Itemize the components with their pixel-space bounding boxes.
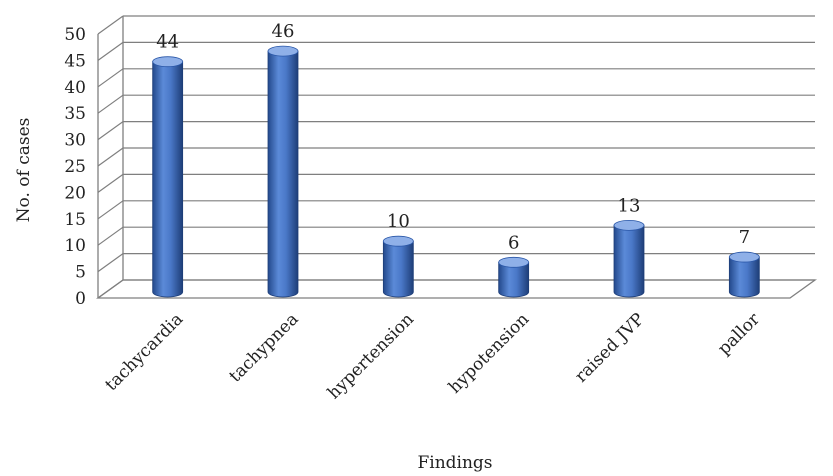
data-labels: 44 46 10 6 13 7	[156, 21, 750, 253]
bar	[152, 56, 184, 298]
x-axis-categories: tachycardia tachypnea hypertension hypotens…	[101, 309, 764, 404]
bar	[728, 251, 760, 298]
x-tick-label: tachycardia	[101, 309, 187, 395]
bars	[152, 45, 760, 298]
bar-body	[382, 240, 414, 298]
y-tick-label: 45	[64, 51, 86, 71]
gridline-side	[97, 253, 124, 273]
bar-body	[728, 256, 760, 298]
bar	[267, 45, 299, 298]
y-tick-label: 0	[75, 289, 86, 309]
bar-top	[613, 219, 645, 231]
y-tick-label: 50	[64, 25, 86, 45]
data-label: 13	[618, 195, 641, 216]
data-label: 44	[156, 32, 179, 53]
x-tick-label: tachypnea	[225, 309, 302, 386]
bar	[382, 235, 414, 298]
bar-body	[498, 261, 530, 298]
y-tick-label: 10	[64, 236, 86, 256]
bar-body	[267, 50, 299, 298]
x-axis-title: Findings	[417, 453, 492, 473]
bar-top	[152, 56, 184, 68]
bar-top	[728, 251, 760, 263]
y-axis-ticks: 0 5 10 15 20 25 30 35 40 45 50	[64, 25, 86, 309]
x-tick-label: pallor	[714, 309, 764, 359]
gridlines	[95, 15, 818, 299]
bar	[613, 219, 645, 298]
y-tick-label: 25	[64, 157, 86, 177]
gridline-side	[97, 15, 124, 35]
y-tick-label: 20	[64, 183, 86, 203]
data-label: 10	[387, 211, 410, 232]
y-tick-label: 40	[64, 78, 86, 98]
gridline-side	[97, 200, 124, 220]
y-tick-label: 35	[64, 104, 86, 124]
x-tick-label: hypotension	[445, 309, 533, 397]
bar-top	[267, 45, 299, 57]
y-tick-label: 15	[64, 210, 86, 230]
bar-body	[152, 61, 184, 298]
bar-body	[613, 224, 645, 298]
gridline-side	[97, 226, 124, 246]
bar	[498, 256, 530, 298]
gridline-side	[97, 41, 124, 61]
data-label: 46	[272, 21, 295, 42]
x-tick-label: hypertension	[324, 309, 418, 403]
x-tick-label: raised JVP	[571, 309, 648, 386]
bar-top	[498, 256, 530, 268]
y-axis-title: No. of cases	[14, 118, 34, 223]
gridline-side	[97, 147, 124, 167]
data-label: 6	[508, 232, 519, 253]
y-tick-label: 30	[64, 131, 86, 151]
gridline-side	[97, 121, 124, 141]
floor	[95, 279, 818, 299]
gridline-side	[97, 68, 124, 88]
y-tick-label: 5	[75, 263, 86, 283]
gridline-side	[97, 173, 124, 193]
gridline-side	[97, 94, 124, 114]
gridline-side	[97, 279, 124, 299]
bar-top	[382, 235, 414, 247]
data-label: 7	[739, 227, 750, 248]
